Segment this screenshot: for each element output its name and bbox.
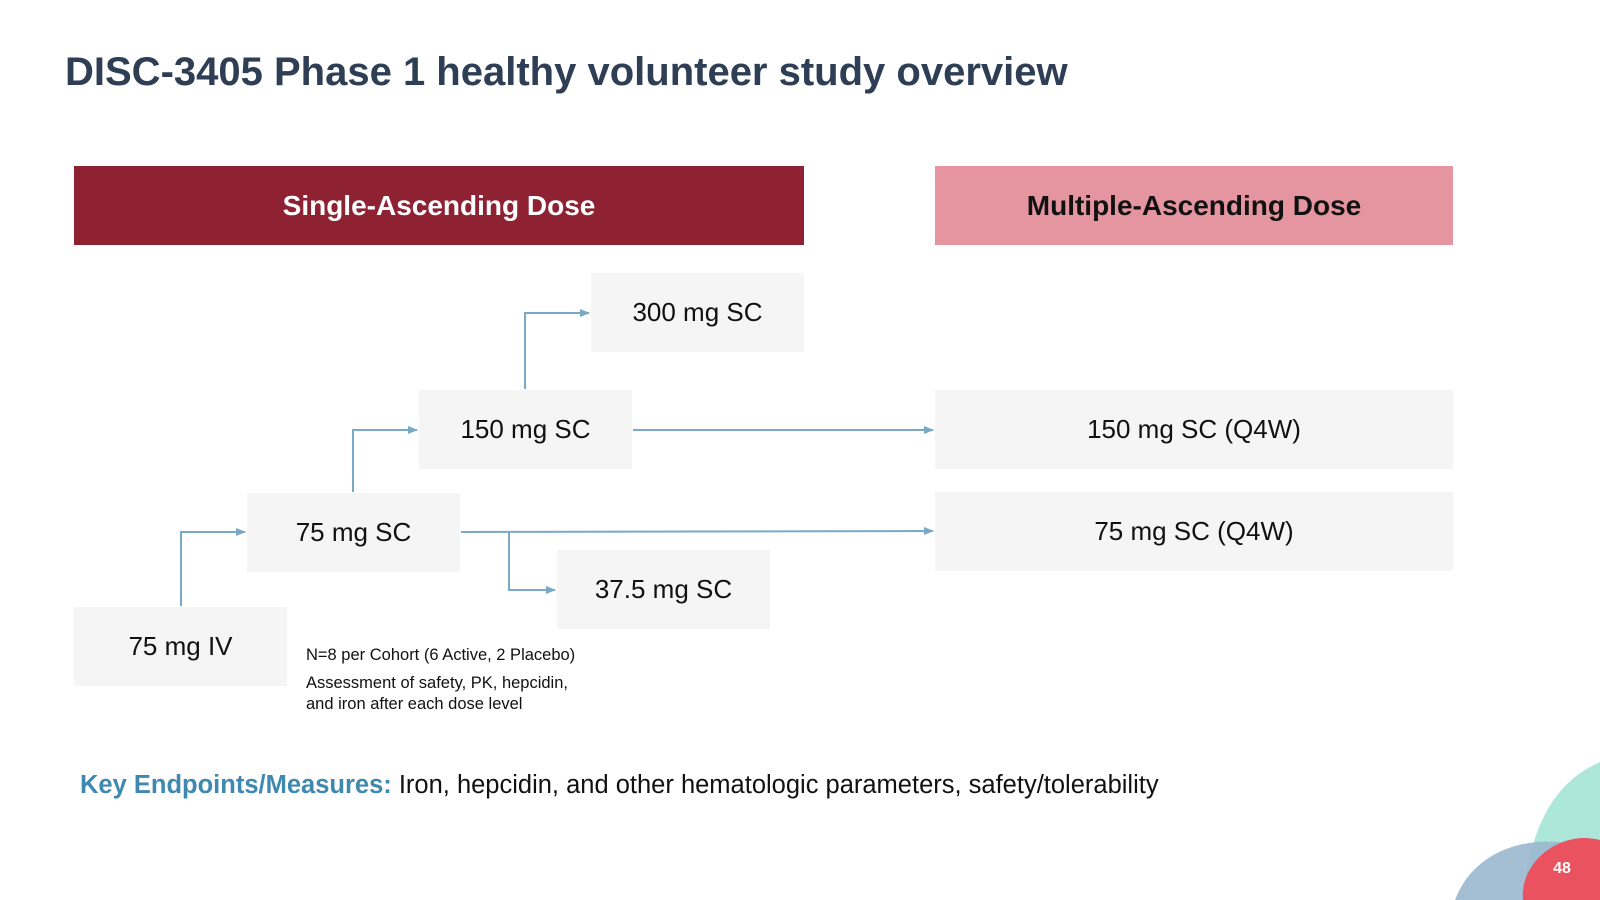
arrow-sc75-to-sc37-5	[508, 532, 556, 594]
dose-box-150mg-sc: 150 mg SC	[419, 390, 632, 469]
arrow-iv75-to-sc75	[180, 528, 246, 606]
mad-box-150mg-sc-q4w: 150 mg SC (Q4W)	[935, 390, 1453, 469]
assessment-note-line1: Assessment of safety, PK, hepcidin,	[306, 674, 568, 692]
arrow-sc75-to-sc150	[352, 426, 418, 492]
key-endpoints: Key Endpoints/Measures: Iron, hepcidin, …	[80, 771, 1159, 800]
cohort-note: N=8 per Cohort (6 Active, 2 Placebo)	[306, 646, 576, 664]
key-endpoints-label: Key Endpoints/Measures:	[80, 771, 392, 799]
slide-title: DISC-3405 Phase 1 healthy volunteer stud…	[65, 50, 1068, 94]
mad-box-75mg-sc-q4w: 75 mg SC (Q4W)	[935, 492, 1453, 571]
dose-box-75mg-sc: 75 mg SC	[247, 493, 460, 572]
arrow-sc150-to-sc300	[524, 309, 590, 389]
dose-box-37-5mg-sc: 37.5 mg SC	[557, 550, 770, 629]
multiple-ascending-dose-header: Multiple-Ascending Dose	[935, 166, 1453, 245]
key-endpoints-text: Iron, hepcidin, and other hematologic pa…	[391, 771, 1159, 799]
page-number: 48	[1553, 860, 1571, 877]
dose-box-300mg-sc: 300 mg SC	[591, 273, 804, 352]
single-ascending-dose-header: Single-Ascending Dose	[74, 166, 804, 245]
assessment-note-line2: and iron after each dose level	[306, 695, 523, 713]
dose-box-75mg-iv: 75 mg IV	[74, 607, 287, 686]
arrow-sc75-to-mad75	[460, 527, 934, 536]
red-circle-shape	[1522, 838, 1600, 900]
